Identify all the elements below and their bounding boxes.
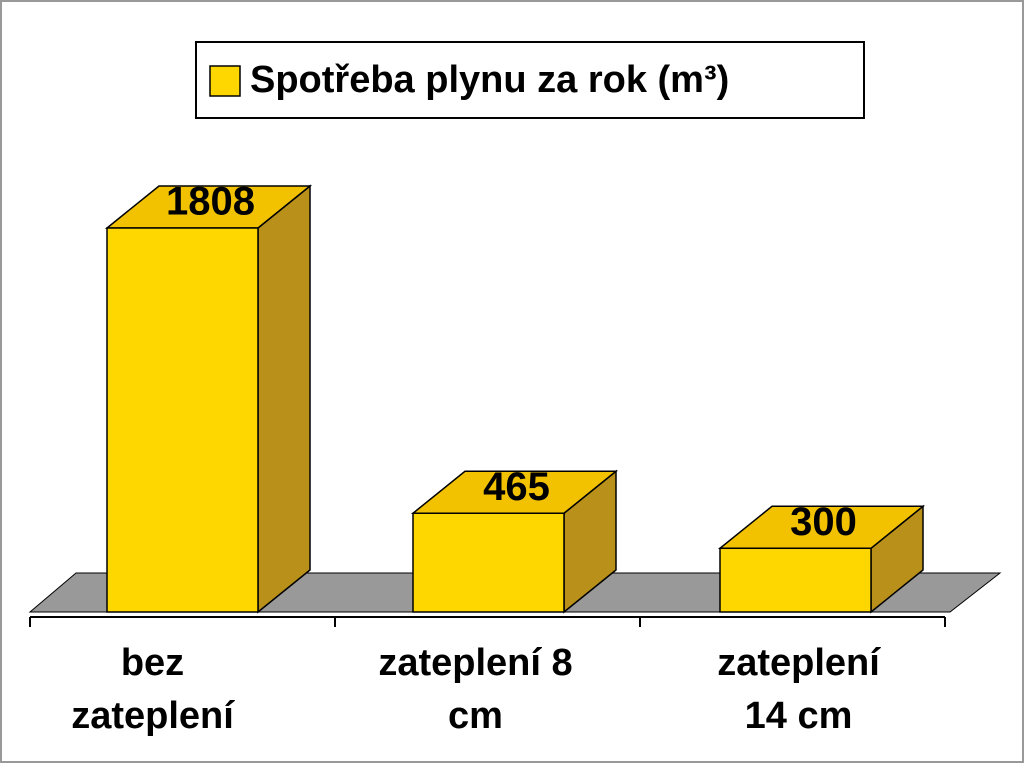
value-label: 1808 bbox=[166, 180, 255, 224]
legend: Spotřeba plynu za rok (m³) bbox=[195, 41, 865, 119]
x-tick-label: zateplení 14 cm bbox=[717, 642, 880, 737]
value-label: 300 bbox=[790, 500, 857, 544]
x-tick-label: zateplení 8 cm bbox=[378, 642, 573, 737]
bar bbox=[719, 547, 872, 613]
bar bbox=[106, 227, 259, 613]
legend-box bbox=[195, 41, 865, 119]
legend-swatch bbox=[209, 65, 241, 97]
x-tick-label: bez zateplení bbox=[71, 642, 234, 737]
bar-side bbox=[257, 184, 311, 614]
value-label: 465 bbox=[483, 465, 550, 509]
legend-label: Spotřeba plynu za rok (m³) bbox=[250, 59, 729, 101]
bars: 1808 465 300 bbox=[104, 180, 926, 614]
bar bbox=[412, 512, 565, 613]
